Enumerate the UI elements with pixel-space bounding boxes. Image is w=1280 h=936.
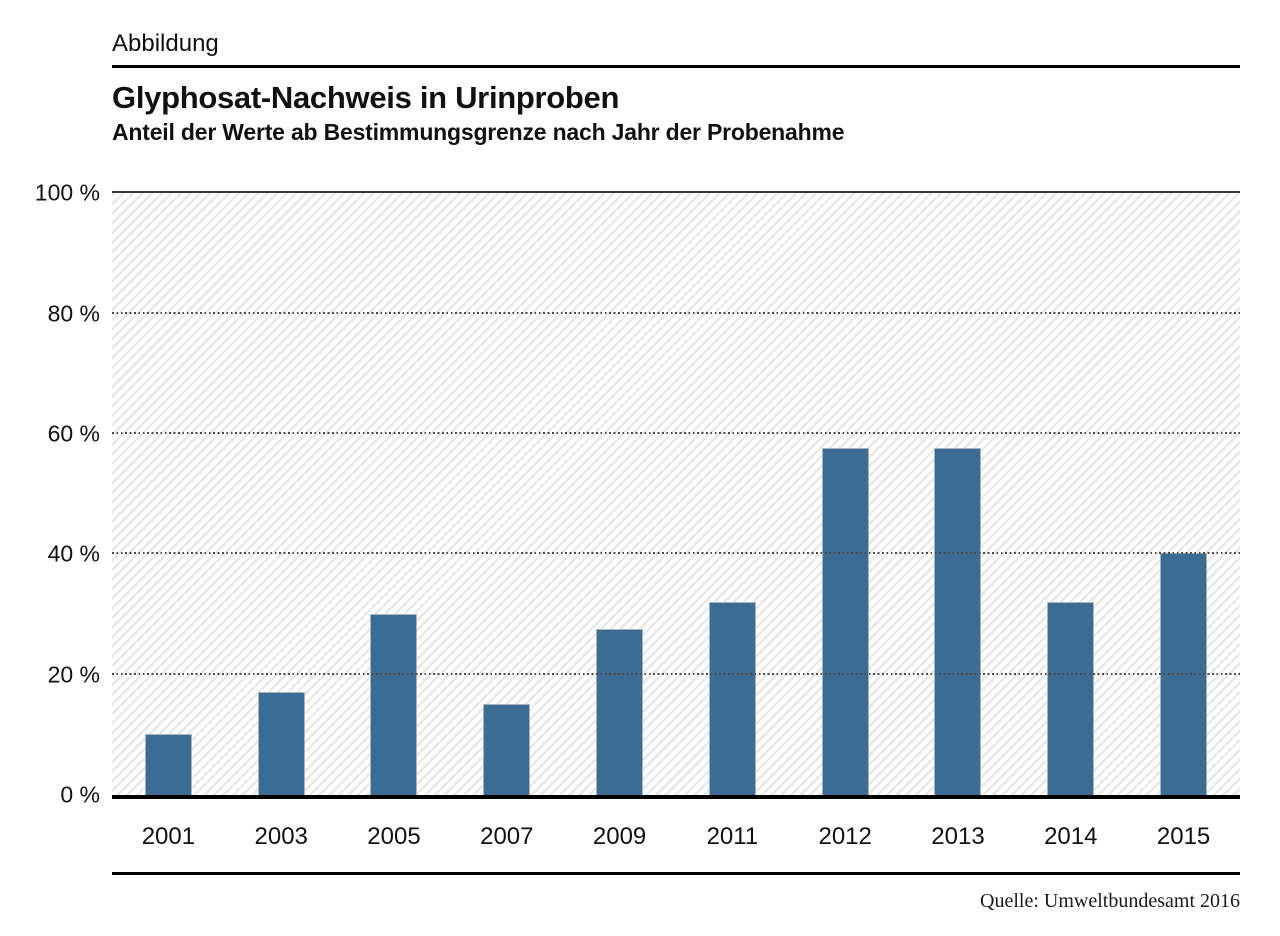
y-tick-label-100: 100 %	[34, 179, 100, 206]
gridline-80	[112, 311, 1240, 314]
bar-2003	[257, 691, 305, 796]
y-tick-label-60: 60 %	[47, 420, 100, 447]
figure-content: Abbildung Glyphosat-Nachweis in Urinprob…	[35, 0, 1240, 913]
bar-2011	[708, 601, 756, 796]
header-rule	[112, 64, 1240, 68]
bar-2009	[596, 628, 644, 796]
figure-label: Abbildung	[112, 30, 219, 57]
gridline-40	[112, 552, 1240, 555]
gridline-60	[112, 431, 1240, 434]
bar-slot-2015	[1127, 193, 1240, 796]
bar-2007	[483, 703, 531, 796]
x-tick-label-2007: 2007	[480, 823, 534, 851]
bar-slot-2011	[676, 193, 789, 796]
x-tick-label-2005: 2005	[367, 823, 421, 851]
bar-2012	[821, 447, 869, 796]
y-tick-label-40: 40 %	[47, 540, 100, 567]
y-tick-label-0: 0 %	[60, 781, 100, 808]
bar-slot-2001	[112, 193, 225, 796]
x-tick-label-2001: 2001	[141, 823, 196, 851]
x-tick-label-2014: 2014	[1044, 823, 1098, 851]
bar-2005	[370, 613, 418, 796]
x-tick-label-2011: 2011	[706, 823, 759, 851]
x-tick-label-2012: 2012	[818, 823, 872, 851]
bar-slot-2013	[902, 193, 1015, 796]
bottom-rule	[112, 871, 1240, 875]
chart-title: Glyphosat-Nachweis in Urinproben	[112, 79, 620, 115]
bar-chart: 100 % 80 % 60 % 40 % 20 % 0 % 2001 2003 2005 200…	[35, 181, 1240, 852]
x-tick-label-2015: 2015	[1156, 823, 1211, 851]
x-tick-label-2003: 2003	[254, 823, 308, 851]
source-text: Quelle: Umweltbundesamt 2016	[980, 889, 1240, 912]
bar-slot-2003	[225, 193, 338, 796]
y-tick-label-20: 20 %	[47, 661, 100, 688]
bars-container	[112, 193, 1240, 796]
x-tick-label-2009: 2009	[592, 823, 647, 851]
bar-slot-2009	[563, 193, 676, 796]
bar-slot-2007	[450, 193, 563, 796]
bar-2001	[144, 733, 192, 796]
x-tick-label-2013: 2013	[931, 823, 985, 851]
gridline-20	[112, 672, 1240, 675]
y-tick-label-80: 80 %	[47, 300, 100, 327]
plot-area: 100 % 80 % 60 % 40 % 20 % 0 %	[35, 181, 1240, 806]
bar-slot-2005	[338, 193, 451, 796]
bar-2013	[934, 447, 982, 796]
x-axis-labels: 2001 2003 2005 2007 2009 2011 2012 2013 2014 2015	[112, 823, 1240, 852]
chart-subtitle: Anteil der Werte ab Bestimmungsgrenze na…	[112, 118, 845, 145]
bar-slot-2014	[1014, 193, 1127, 796]
bar-2014	[1047, 601, 1095, 796]
bar-slot-2012	[789, 193, 902, 796]
